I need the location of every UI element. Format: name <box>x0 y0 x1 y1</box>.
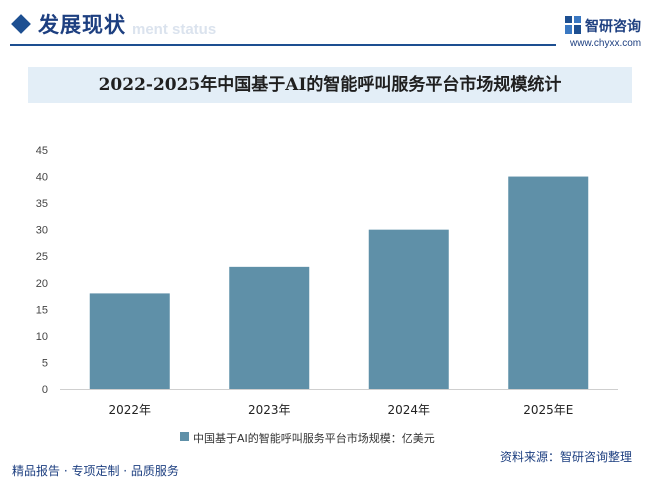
y-tick-label: 5 <box>42 357 48 369</box>
y-tick-label: 40 <box>36 172 48 184</box>
chart-title: 2022-2025年中国基于AI的智能呼叫服务平台市场规模统计 <box>98 75 562 95</box>
footer-tagline: 精品报告 · 专项定制 · 品质服务 <box>12 464 179 478</box>
y-tick-label: 15 <box>36 304 48 316</box>
header: 发展现状 ment status 智研咨询 www.chyxx.com <box>0 0 662 50</box>
site-url: www.chyxx.com <box>570 38 642 49</box>
y-tick-label: 25 <box>36 251 48 263</box>
logo-text: 智研咨询 <box>585 19 641 35</box>
x-tick-label: 2022年 <box>108 403 151 417</box>
y-tick-label: 10 <box>36 331 48 343</box>
section-title: 发展现状 <box>38 12 126 37</box>
x-tick-label: 2024年 <box>387 403 430 417</box>
legend-label: 中国基于AI的智能呼叫服务平台市场规模：亿美元 <box>193 432 435 445</box>
logo-icon <box>565 16 581 34</box>
bar <box>508 176 589 389</box>
y-tick-label: 30 <box>36 225 48 237</box>
y-tick-label: 0 <box>42 384 48 396</box>
y-tick-label: 20 <box>36 278 48 290</box>
y-tick-label: 35 <box>36 198 48 210</box>
bar <box>229 266 310 389</box>
legend-swatch <box>180 432 189 441</box>
bar <box>368 229 449 389</box>
x-tick-label: 2025年E <box>523 403 573 417</box>
header-rule <box>10 44 556 46</box>
chart-title-band: 2022-2025年中国基于AI的智能呼叫服务平台市场规模统计 <box>28 67 632 103</box>
y-tick-label: 45 <box>36 145 48 157</box>
x-tick-label: 2023年 <box>248 403 291 417</box>
source-note: 资料来源：智研咨询整理 <box>500 450 633 464</box>
section-subtitle: ment status <box>132 21 217 38</box>
bar <box>89 293 170 389</box>
